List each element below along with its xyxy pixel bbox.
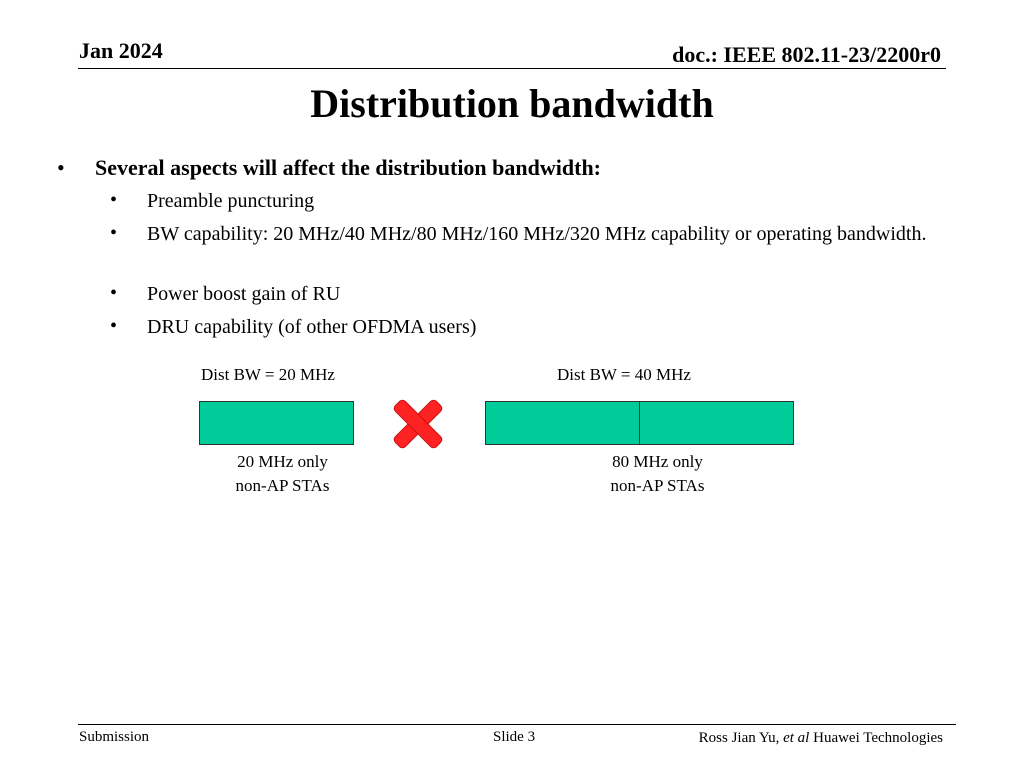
header-doc-id: doc.: IEEE 802.11-23/2200r0 [672, 42, 941, 67]
right-dist-bw-label: Dist BW = 40 MHz [557, 365, 691, 384]
right-caption: 80 MHz only non-AP STAs [575, 450, 740, 498]
header-date: Jan 2024 [79, 38, 163, 63]
slide-title: Distribution bandwidth [310, 81, 714, 126]
sub-bullet-marker: • [110, 315, 118, 337]
sub-bullet-3: Power boost gain of RU [147, 283, 341, 305]
bullet-marker: • [57, 155, 65, 180]
footer-author-name: Ross Jian Yu, [698, 730, 780, 746]
footer-submission: Submission [79, 729, 150, 745]
sub-bullet-4: DRU capability (of other OFDMA users) [147, 316, 477, 338]
left-caption-line2: non-AP STAs [235, 476, 330, 495]
right-channel-block-1 [485, 401, 640, 445]
sub-bullet-marker: • [110, 189, 118, 211]
right-caption-line2: non-AP STAs [610, 476, 705, 495]
right-caption-line1: 80 MHz only [612, 452, 703, 471]
right-channel-block-2 [639, 401, 794, 445]
left-dist-bw-label: Dist BW = 20 MHz [201, 365, 335, 384]
footer-author-etal: et al [783, 730, 810, 746]
sub-bullet-marker: • [110, 222, 118, 244]
main-bullet-text: Several aspects will affect the distribu… [95, 155, 601, 180]
footer-divider [78, 724, 956, 725]
left-caption: 20 MHz only non-AP STAs [200, 450, 365, 498]
sub-bullet-2: BW capability: 20 MHz/40 MHz/80 MHz/160 … [147, 223, 927, 245]
red-x-cross-icon [389, 395, 447, 453]
footer-author: Ross Jian Yu, et al Huawei Technologies [699, 730, 943, 747]
footer-slide-number: Slide 3 [493, 729, 536, 745]
sub-bullet-1: Preamble puncturing [147, 190, 315, 212]
sub-bullet-marker: • [110, 282, 118, 304]
header-divider [78, 68, 946, 69]
left-caption-line1: 20 MHz only [237, 452, 328, 471]
footer-org: Huawei Technologies [813, 730, 943, 746]
left-channel-20mhz-block [199, 401, 354, 445]
